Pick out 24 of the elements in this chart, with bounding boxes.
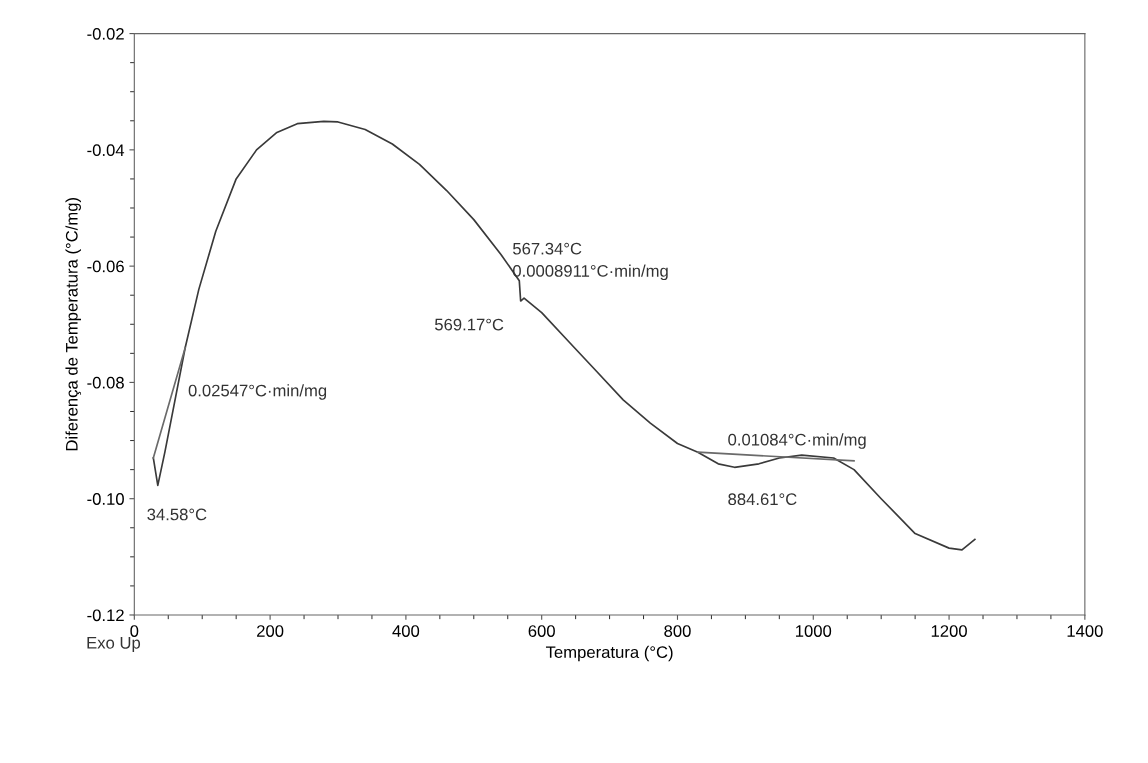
annotation: 0.01084°C·min/mg [728, 433, 866, 449]
y-tick-label: -0.12 [87, 609, 124, 622]
x-tick-label: 600 [528, 625, 555, 637]
annotation: 0.02547°C·min/mg [188, 384, 327, 400]
x-tick-label: 800 [664, 625, 691, 637]
annotation: 884.61°C [728, 493, 797, 506]
annotation: 34.58°C [147, 508, 207, 521]
x-axis-title: Temperatura (°C) [545, 645, 673, 662]
x-tick-label: 1200 [931, 625, 967, 637]
x-tick-label: 200 [257, 625, 284, 637]
y-axis-title: Diferença de Temperatura (°C/mg) [65, 198, 82, 451]
x-tick-label: 400 [392, 625, 420, 637]
y-tick-label: -0.02 [87, 27, 124, 40]
annotation: 0.0008911°C·min/mg [512, 264, 668, 281]
annotation: 567.34°C [513, 242, 582, 255]
y-tick-label: -0.10 [87, 493, 124, 505]
annotation: 569.17°C [434, 318, 504, 331]
x-tick-label: 0 [130, 625, 139, 637]
x-tick-label: 1000 [796, 625, 832, 637]
y-tick-label: -0.04 [87, 144, 125, 157]
y-tick-label: -0.08 [87, 376, 124, 389]
y-tick-label: -0.06 [87, 260, 124, 273]
text: Exo Up [87, 637, 141, 653]
x-tick-label: 1400 [1067, 625, 1103, 637]
